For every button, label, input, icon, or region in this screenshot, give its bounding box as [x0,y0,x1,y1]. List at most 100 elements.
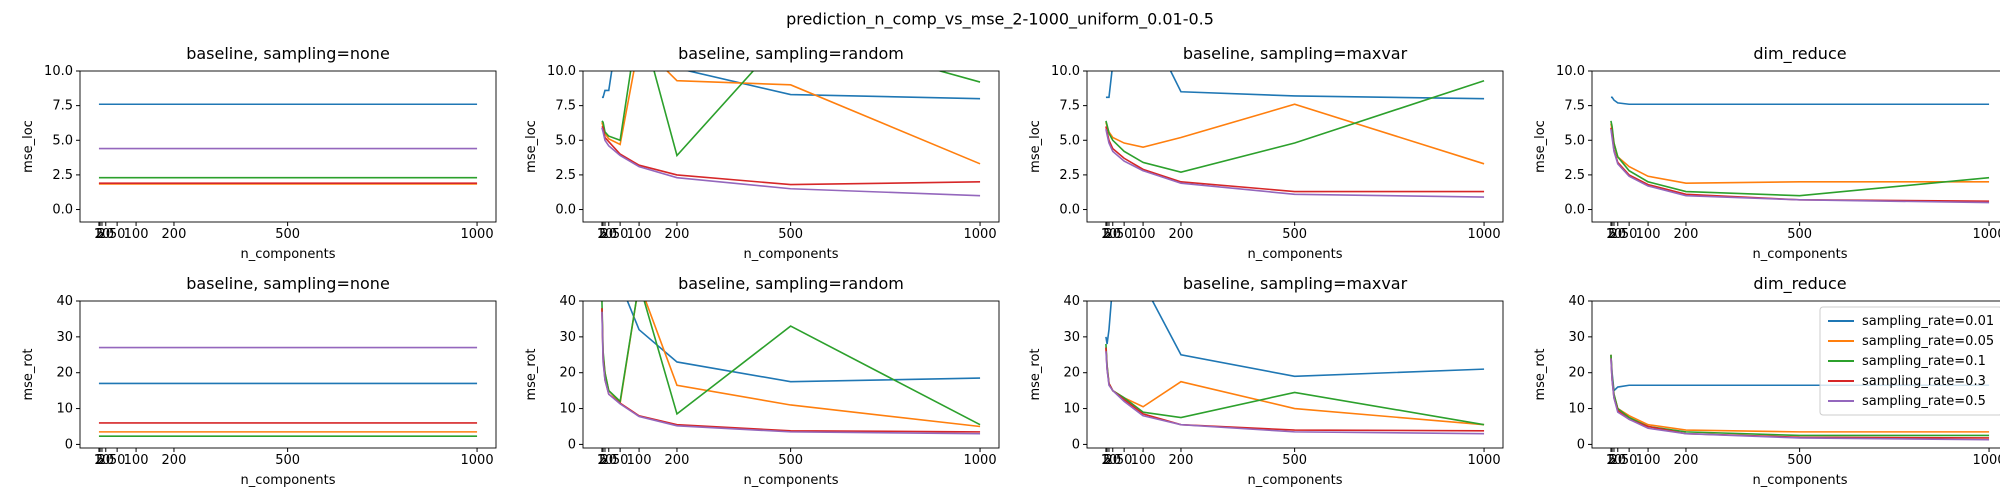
line-series [1105,301,1485,378]
y-tick-label: 20 [559,366,576,381]
y-axis-label: mse_loc [1533,120,1548,173]
y-tick-label: 10 [56,402,73,417]
axes-frame [1086,70,1504,223]
x-tick-label: 1000 [461,453,494,468]
y-tick-label: 7.5 [1564,99,1585,114]
subplot-title: baseline, sampling=random [678,44,904,63]
y-axis-label: mse_loc [524,120,539,173]
x-tick-label: 500 [1282,453,1307,468]
x-tick-label: 50 [1116,227,1133,242]
x-tick-label: 2 [598,227,606,242]
x-tick-label: 1000 [461,227,494,242]
y-axis-label: mse_rot [1028,348,1043,400]
x-axis-label: n_components [1247,247,1342,262]
x-tick-label: 2 [1102,453,1110,468]
y-tick-label: 10 [1063,402,1080,417]
x-tick-label: 2 [1102,227,1110,242]
x-tick-label: 200 [665,227,690,242]
y-tick-label: 40 [559,294,576,309]
axes-frame [582,70,1000,223]
y-axis-label: mse_rot [524,348,539,400]
y-axis-label: mse_loc [1028,120,1043,173]
x-tick-label: 200 [162,227,187,242]
y-tick-label: 40 [56,294,73,309]
x-tick-label: 500 [275,227,300,242]
x-tick-label: 50 [612,453,629,468]
line-series [601,125,981,186]
axes-frame [1591,70,2000,223]
x-tick-label: 2 [95,453,103,468]
x-axis-label: n_components [743,473,838,488]
y-tick-label: 2.5 [1564,168,1585,183]
x-tick-label: 500 [778,227,803,242]
x-tick-label: 20 [97,453,114,468]
subplot: dim_reducen_componentsmse_loc25102050100… [1533,44,2000,262]
line-series [626,301,981,383]
x-tick-label: 200 [1674,453,1699,468]
x-tick-label: 5 [599,453,607,468]
y-tick-label: 20 [1063,366,1080,381]
x-tick-label: 2 [598,453,606,468]
x-tick-label: 1000 [1973,453,2000,468]
x-tick-label: 5 [96,453,104,468]
line-series [1610,129,1990,204]
subplot-title: dim_reduce [1753,44,1846,64]
axes-frame [582,300,1000,449]
y-tick-label: 10 [559,402,576,417]
x-tick-label: 5 [1608,453,1616,468]
x-tick-label: 1000 [1468,453,1501,468]
legend-label: sampling_rate=0.05 [1862,334,1994,349]
x-tick-label: 5 [1103,227,1111,242]
x-tick-label: 50 [1621,227,1638,242]
y-tick-label: 10 [1568,402,1585,417]
y-axis-label: mse_rot [1533,348,1548,400]
subplot: baseline, sampling=none n_components mse_r… [21,274,497,488]
subplot-title: dim_reduce [1753,274,1846,294]
y-tick-label: 30 [1568,330,1585,345]
x-tick-label: 100 [124,227,149,242]
line-series [601,71,981,158]
x-tick-label: 100 [1636,453,1661,468]
x-tick-label: 200 [1674,227,1699,242]
y-tick-label: 10.0 [1556,64,1585,79]
subplot-title: baseline, sampling=none [186,44,390,63]
x-tick-label: 200 [1169,227,1194,242]
x-tick-label: 20 [97,227,114,242]
x-tick-label: 2 [1607,227,1615,242]
subplot: baseline, sampling=none n_components mse_l… [21,44,497,262]
y-axis-label: mse_loc [21,120,36,173]
x-tick-label: 100 [124,453,149,468]
x-tick-label: 5 [1103,453,1111,468]
x-axis-label: n_components [743,247,838,262]
axes-frame [1086,300,1504,449]
x-axis-label: n_components [240,473,335,488]
x-tick-label: 100 [627,453,652,468]
y-axis-label: mse_rot [21,348,36,400]
line-series [601,311,981,435]
x-tick-label: 50 [109,453,126,468]
line-series [1610,358,1990,441]
subplot-title: baseline, sampling=maxvar [1183,274,1408,293]
x-tick-label: 5 [1608,227,1616,242]
x-axis-label: n_components [240,247,335,262]
legend-label: sampling_rate=0.5 [1862,394,1986,409]
subplot: dim_reducen_componentsmse_rot25102050100… [1533,274,2000,488]
y-tick-label: 7.5 [1059,99,1080,114]
y-tick-label: 40 [1063,294,1080,309]
y-tick-label: 5.0 [1059,133,1080,148]
x-axis-label: n_components [1752,247,1847,262]
x-tick-label: 1000 [1973,227,2000,242]
suptitle: prediction_n_comp_vs_mse_2-1000_uniform_… [786,10,1214,30]
y-tick-label: 0 [65,437,73,452]
legend-label: sampling_rate=0.1 [1862,354,1986,369]
x-tick-label: 500 [1282,227,1307,242]
subplot-title: baseline, sampling=none [186,274,390,293]
y-tick-label: 5.0 [52,133,73,148]
x-tick-label: 100 [1636,227,1661,242]
line-series [1105,79,1485,173]
x-tick-label: 10 [1606,453,1623,468]
y-tick-label: 7.5 [52,99,73,114]
y-tick-label: 0 [568,437,576,452]
y-tick-label: 5.0 [555,133,576,148]
x-tick-label: 20 [1104,453,1121,468]
